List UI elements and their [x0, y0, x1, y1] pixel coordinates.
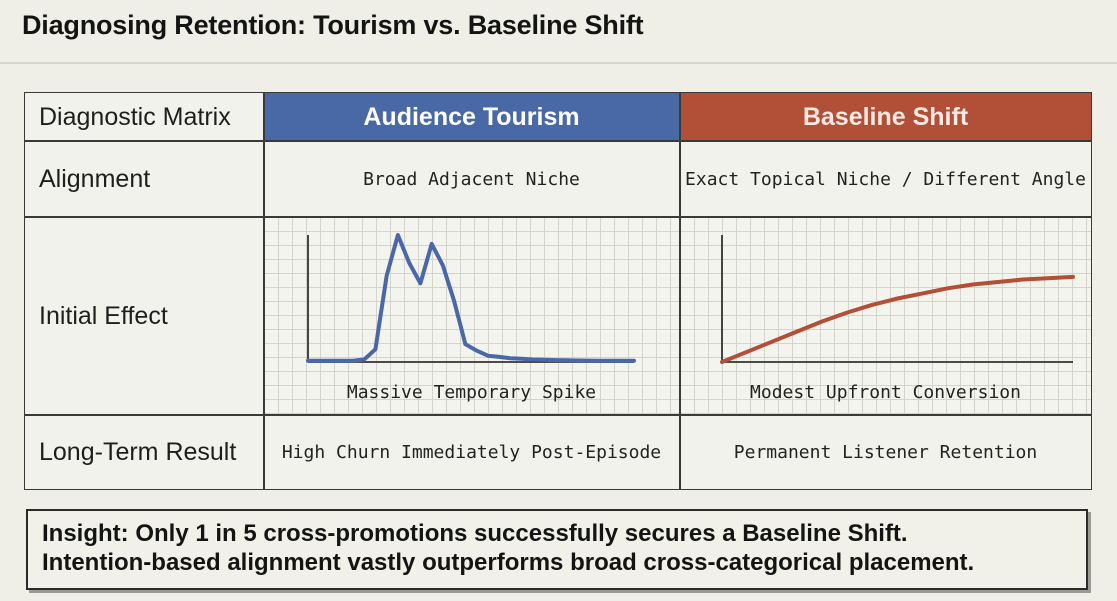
insight-callout: Insight: Only 1 in 5 cross-promotions su… — [26, 509, 1088, 590]
shift-curve-chart-svg — [720, 235, 1075, 364]
row-divider — [25, 140, 1091, 142]
insight-line-1: Insight: Only 1 in 5 cross-promotions su… — [42, 520, 908, 547]
alignment-shift-text: Exact Topical Niche / Different Angle — [685, 168, 1086, 190]
cell-alignment-tourism: Broad Adjacent Niche — [264, 141, 679, 217]
chart-baseline-shift-curve: Modest Upfront Conversion — [680, 217, 1091, 415]
longterm-shift-text: Permanent Listener Retention — [733, 441, 1038, 463]
tourism-chart-caption: Massive Temporary Spike — [346, 382, 597, 403]
cell-longterm-tourism: High Churn Immediately Post-Episode — [264, 415, 679, 489]
header-audience-tourism: Audience Tourism — [264, 93, 679, 141]
title-divider — [0, 62, 1117, 64]
row-divider — [25, 216, 1091, 218]
cell-alignment-shift: Exact Topical Niche / Different Angle — [680, 141, 1091, 217]
page-title: Diagnosing Retention: Tourism vs. Baseli… — [22, 10, 644, 40]
longterm-tourism-text: High Churn Immediately Post-Episode — [281, 441, 662, 463]
row-label-alignment: Alignment — [39, 164, 151, 193]
diagnostic-matrix: Diagnostic Matrix Audience Tourism Basel… — [24, 92, 1092, 490]
row-divider — [25, 414, 1091, 416]
column-divider — [679, 93, 681, 489]
cell-longterm-shift: Permanent Listener Retention — [680, 415, 1091, 489]
matrix-corner-label: Diagnostic Matrix — [39, 102, 231, 131]
tourism-chart-series-line — [306, 233, 636, 363]
tourism-spike-chart-svg — [306, 233, 636, 363]
shift-chart-series-line — [720, 274, 1075, 364]
chart-tourism-spike: Massive Temporary Spike — [264, 217, 679, 415]
alignment-tourism-text: Broad Adjacent Niche — [363, 168, 580, 190]
shift-chart-caption: Modest Upfront Conversion — [750, 382, 1021, 403]
row-label-initial-effect: Initial Effect — [39, 301, 168, 330]
header-baseline-shift: Baseline Shift — [680, 93, 1091, 141]
row-label-long-term-result: Long-Term Result — [39, 437, 237, 466]
column-divider — [263, 93, 265, 489]
insight-line-2: Intention-based alignment vastly outperf… — [42, 549, 975, 576]
